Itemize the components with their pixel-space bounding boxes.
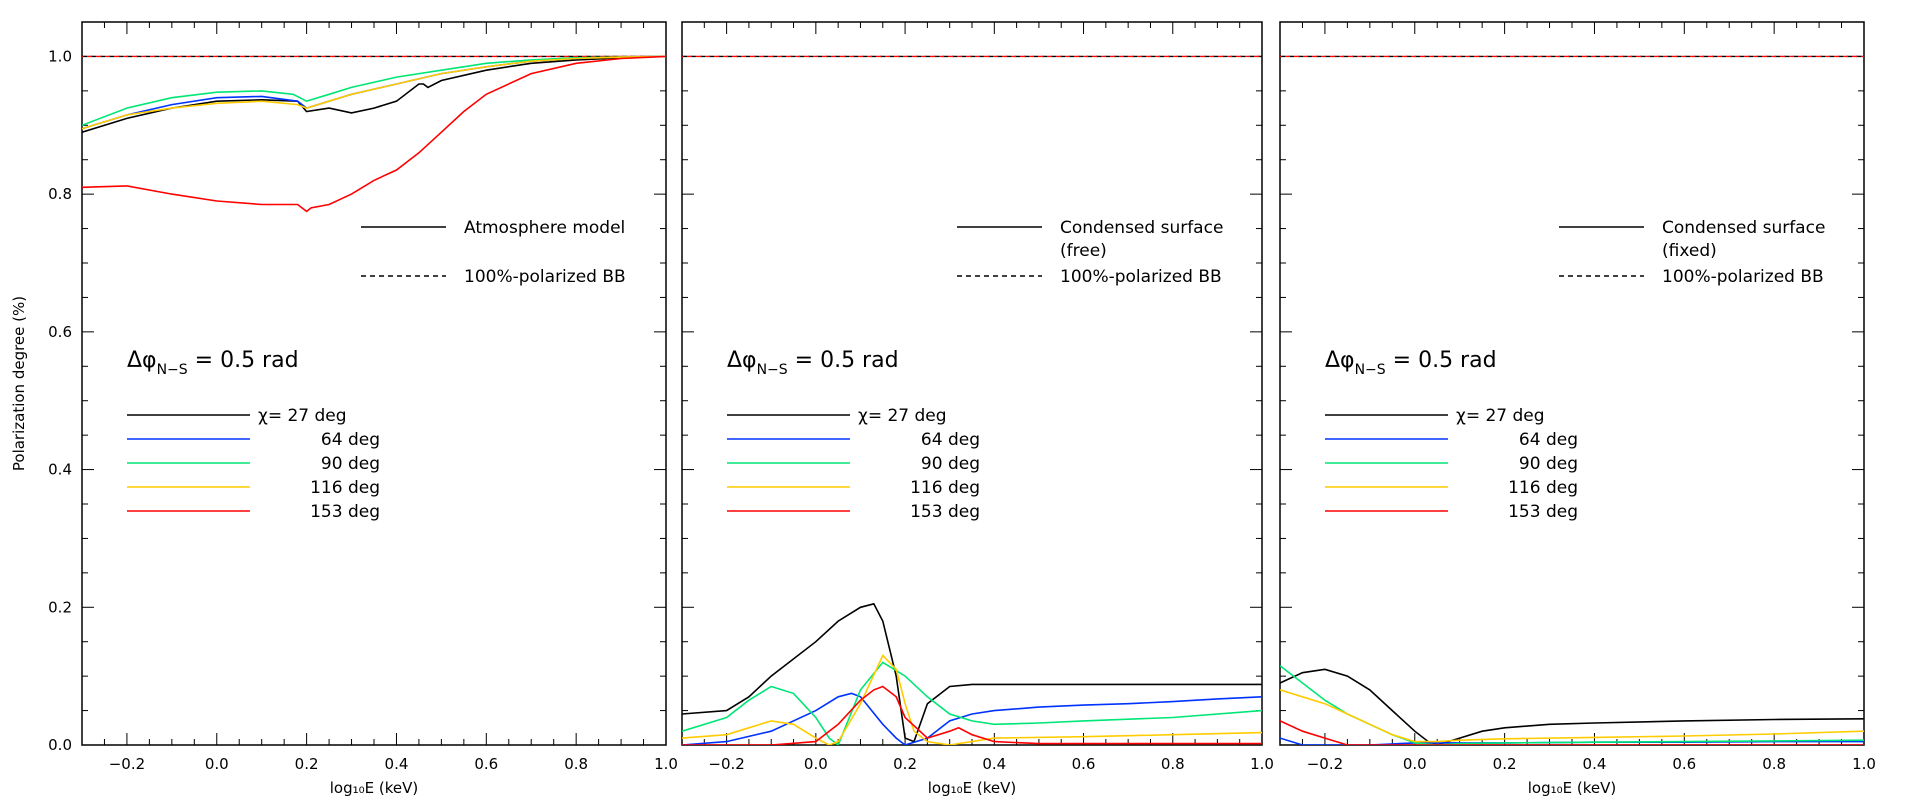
x-tick-label: 0.6 bbox=[1672, 755, 1696, 773]
series-line-64-deg bbox=[82, 55, 666, 130]
legend-model-text: Atmosphere model bbox=[464, 218, 625, 238]
legend-chi-label: 153 deg bbox=[310, 502, 380, 522]
series-line-153-deg bbox=[82, 55, 666, 213]
legend-chi-label: 153 deg bbox=[1508, 502, 1578, 522]
panel-1: −0.2 0.0 0.2 0.4 0.6 0.8 1.0 0.0 0.2 0.4 0.6 0.8 1.0… bbox=[10, 21, 678, 797]
y-tick-label: 1.0 bbox=[48, 47, 72, 65]
delta-phi-annotation: ΔφN−S = 0.5 rad bbox=[127, 348, 299, 378]
legend-bb-text: 100%-polarized BB bbox=[1060, 267, 1222, 287]
plot-frame bbox=[1279, 21, 1865, 746]
x-tick-label: 0.2 bbox=[893, 755, 917, 773]
x-tick-label: 1.0 bbox=[1852, 755, 1876, 773]
series-line-116-deg bbox=[1280, 689, 1864, 743]
x-axis-label: log₁₀E (keV) bbox=[928, 779, 1016, 797]
legend-chi-label: 116 deg bbox=[310, 478, 380, 498]
legend-chi-label: 64 deg bbox=[921, 430, 980, 450]
y-tick-label: 0.8 bbox=[48, 185, 72, 203]
x-tick-label: 0.0 bbox=[205, 755, 229, 773]
series-line-64-deg bbox=[682, 692, 1262, 745]
x-tick-label: 0.2 bbox=[295, 755, 319, 773]
legend-model-text: Condensed surface bbox=[1662, 218, 1825, 238]
series-line-27-deg bbox=[682, 602, 1262, 743]
plot-frame bbox=[681, 21, 1263, 746]
series-line-27-deg bbox=[1280, 668, 1864, 745]
panel-2: −0.2 0.0 0.2 0.4 0.6 0.8 1.0 log₁₀E (keV) Conden… bbox=[681, 21, 1274, 797]
legend-model-text: Condensed surface bbox=[1060, 218, 1223, 238]
y-tick-label: 0.0 bbox=[48, 736, 72, 754]
x-tick-label: 0.4 bbox=[982, 755, 1006, 773]
legend-chi-label: 116 deg bbox=[910, 478, 980, 498]
panel-3: −0.2 0.0 0.2 0.4 0.6 0.8 1.0 log₁₀E (keV) Conden… bbox=[1279, 21, 1876, 797]
data-layer bbox=[682, 55, 1262, 745]
legend-model-subtext: (fixed) bbox=[1662, 241, 1717, 261]
legend-chi-label: 90 deg bbox=[321, 454, 380, 474]
x-tick-label: −0.2 bbox=[708, 755, 744, 773]
series-line-90-deg bbox=[1280, 665, 1864, 745]
legend-chi-label: 90 deg bbox=[1519, 454, 1578, 474]
x-tick-label: 1.0 bbox=[654, 755, 678, 773]
series-line-27-deg bbox=[82, 55, 666, 133]
legend-chi-label: 64 deg bbox=[321, 430, 380, 450]
x-tick-label: 0.4 bbox=[1583, 755, 1607, 773]
legend-chi-label: 64 deg bbox=[1519, 430, 1578, 450]
x-tick-label: 1.0 bbox=[1250, 755, 1274, 773]
series-line-90-deg bbox=[82, 55, 666, 127]
series-line-90-deg bbox=[682, 661, 1262, 745]
x-tick-label: 0.2 bbox=[1493, 755, 1517, 773]
x-tick-label: 0.8 bbox=[1762, 755, 1786, 773]
legend-chi-label: χ= 27 deg bbox=[258, 406, 347, 426]
x-tick-label: 0.8 bbox=[1161, 755, 1185, 773]
data-layer bbox=[1280, 55, 1864, 745]
delta-phi-annotation: ΔφN−S = 0.5 rad bbox=[1325, 348, 1497, 378]
legend-model-subtext: (free) bbox=[1060, 241, 1107, 261]
legend-chi-label: 90 deg bbox=[921, 454, 980, 474]
x-axis-label: log₁₀E (keV) bbox=[1528, 779, 1616, 797]
x-tick-label: 0.4 bbox=[385, 755, 409, 773]
x-axis-label: log₁₀E (keV) bbox=[330, 779, 418, 797]
x-tick-label: 0.6 bbox=[1072, 755, 1096, 773]
x-tick-label: 0.8 bbox=[564, 755, 588, 773]
data-layer bbox=[82, 55, 666, 213]
legend-bb-text: 100%-polarized BB bbox=[1662, 267, 1824, 287]
y-axis-label: Polarization degree (%) bbox=[10, 296, 28, 471]
y-tick-label: 0.2 bbox=[48, 598, 72, 616]
x-tick-label: 0.0 bbox=[1403, 755, 1427, 773]
y-tick-label: 0.6 bbox=[48, 323, 72, 341]
y-tick-label: 0.4 bbox=[48, 461, 72, 479]
legend-chi-label: 116 deg bbox=[1508, 478, 1578, 498]
legend-chi-label: χ= 27 deg bbox=[858, 406, 947, 426]
series-line-116-deg bbox=[682, 654, 1262, 745]
legend-chi-label: 153 deg bbox=[910, 502, 980, 522]
x-tick-label: −0.2 bbox=[109, 755, 145, 773]
delta-phi-annotation: ΔφN−S = 0.5 rad bbox=[727, 348, 899, 378]
series-line-153-deg bbox=[1280, 720, 1864, 745]
x-tick-label: 0.6 bbox=[474, 755, 498, 773]
series-line-116-deg bbox=[82, 55, 666, 130]
legend-chi-label: χ= 27 deg bbox=[1456, 406, 1545, 426]
plot-frame bbox=[81, 21, 667, 746]
x-tick-label: 0.0 bbox=[804, 755, 828, 773]
series-line-153-deg bbox=[682, 685, 1262, 745]
x-tick-label: −0.2 bbox=[1307, 755, 1343, 773]
legend-bb-text: 100%-polarized BB bbox=[464, 267, 626, 287]
